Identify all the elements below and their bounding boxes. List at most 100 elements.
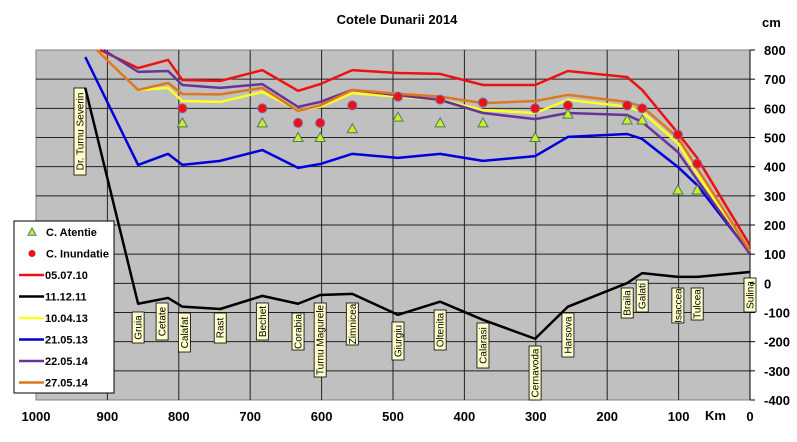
station-label-text: Harsova [563,316,574,354]
station-label-text: Isaccea [673,288,684,323]
station-label-text: Bechet [258,306,269,337]
station-label: Zimnicea [345,302,359,346]
station-label: Dr. Turnu Severin [73,87,87,176]
station-label-text: Giurgiu [393,325,404,357]
station-label-text: Galati [638,283,649,309]
atentie-marker [691,183,704,195]
station-label-box [255,302,269,341]
station-label-box [476,322,490,369]
station-label: Calafat [177,312,191,353]
legend-label: 21.05.13 [45,335,88,347]
station-label-box [635,279,649,313]
atentie-marker [621,113,634,125]
station-label-box [690,287,704,321]
inundatie-marker [435,94,446,105]
legend-triangle-icon [27,226,37,236]
inundatie-marker [347,100,358,111]
station-label-box [155,302,169,341]
station-label: Giurgiu [391,321,405,361]
inundatie-marker [293,117,304,128]
x-tick-label: 500 [382,409,404,424]
x-tick-label: 1000 [22,409,51,424]
station-label: Bechet [255,302,269,341]
legend-box [13,220,115,394]
station-label: Rast [213,312,227,344]
atentie-marker [477,116,489,128]
station-label-text: Rast [216,317,227,338]
station-label-box [291,312,305,351]
legend-label: 11.12.11 [45,292,87,304]
y-tick-label: 300 [764,189,786,204]
atentie-marker [176,116,189,128]
atentie-marker [256,116,269,128]
legend-label: 10.04.13 [45,313,88,325]
station-label-text: Calarasi [478,327,489,364]
station-label: Corabia [291,312,305,351]
y-tick-label: 700 [764,72,786,87]
station-label: Braila [620,287,634,319]
station-label: Tulcea [690,287,704,321]
x-tick-label: 0 [746,409,753,424]
inundatie-marker [530,103,541,114]
inundatie-marker [622,100,633,111]
station-label-text: Cernavoda [531,348,542,397]
inundatie-marker [637,103,648,114]
station-label-box [391,321,405,361]
series-line-05.07.10 [99,48,752,247]
station-label-text: Corabia [294,314,305,349]
station-label-text: Tulcea [693,289,704,319]
station-label-box [73,87,87,176]
atentie-marker [346,122,359,134]
inundatie-marker [562,100,573,111]
inundatie-marker [672,129,683,140]
atentie-marker [434,116,446,128]
series-line-11.12.11 [84,87,751,340]
atentie-marker [636,113,649,125]
station-label: Galati [635,279,649,313]
station-label-text: Sulina [746,281,757,309]
station-label-text: Calafat [180,316,191,348]
legend-label: 22.05.14 [45,356,89,368]
station-label-box [528,345,542,401]
station-label: Turnu Magurele [313,302,327,378]
x-tick-label: 200 [596,409,618,424]
x-tick-label: 900 [97,409,119,424]
inundatie-marker [257,103,268,114]
inundatie-marker [177,103,188,114]
legend-label: C. Atentie [46,227,97,239]
station-label: Oltenita [433,309,447,351]
station-label-box [131,311,145,344]
y-axis-label: cm [762,15,781,30]
station-label-box [433,309,447,351]
legend-label: 05.07.10 [45,270,88,282]
atentie-marker [562,108,574,119]
x-tick-label: 600 [311,409,333,424]
station-label-text: Dr. Turnu Severin [76,93,87,171]
station-label-text: Gruia [134,315,145,340]
atentie-marker [292,131,304,142]
legend-label: 27.05.14 [45,378,89,390]
y-tick-label: -400 [764,393,790,408]
station-label-box [620,287,634,319]
inundatie-marker [315,117,326,128]
inundatie-marker [692,158,703,169]
atentie-marker [314,131,327,142]
inundatie-marker [477,97,488,108]
y-tick-label: 0 [764,276,771,291]
y-tick-label: 800 [764,43,786,58]
station-label: Cernavoda [528,345,542,401]
station-label: Calarasi [476,322,490,369]
y-tick-label: 500 [764,131,786,146]
station-label-box [177,312,191,353]
x-tick-label: 300 [525,409,547,424]
station-label-text: Braila [623,290,634,316]
y-tick-label: -200 [764,335,790,350]
y-tick-label: 400 [764,160,786,175]
station-label: Isaccea [671,287,684,324]
series-line-21.05.13 [84,56,751,254]
atentie-marker [672,183,684,195]
legend-label: C. Inundatie [46,249,109,261]
y-tick-label: 600 [764,101,786,116]
x-axis-label: Km [705,408,726,423]
